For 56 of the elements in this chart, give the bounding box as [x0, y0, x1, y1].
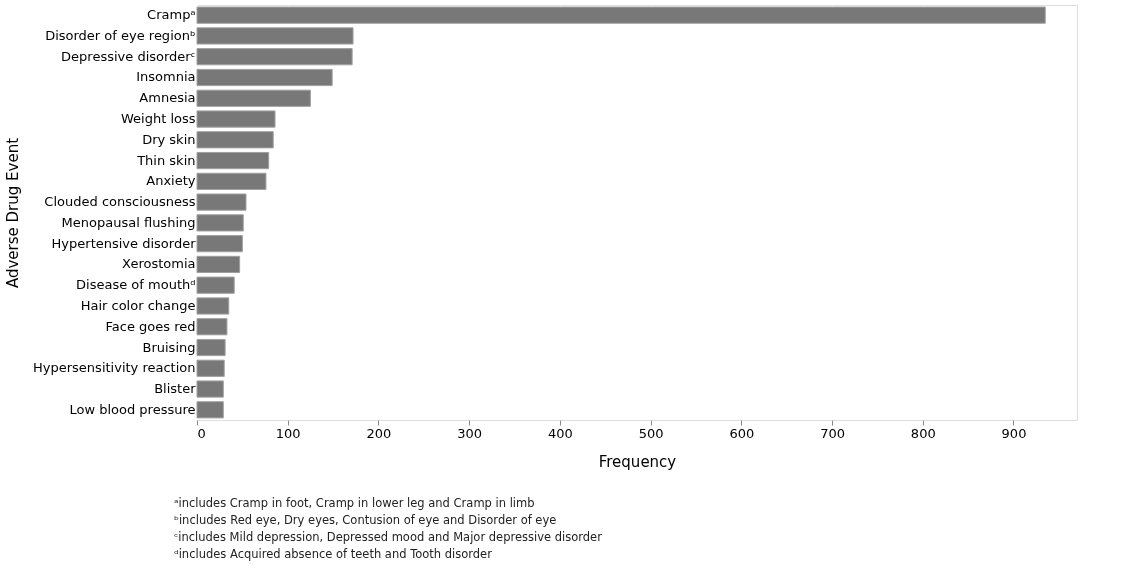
bar — [196, 89, 311, 107]
bar — [196, 235, 243, 253]
x-tick-label: 0 — [197, 425, 206, 441]
x-tick-label: 100 — [275, 425, 301, 441]
y-tick-label: Amnesia — [139, 90, 196, 106]
y-tick-label: Crampᵃ — [147, 7, 196, 23]
x-tick-label: 600 — [729, 425, 755, 441]
x-axis-title: Frequency — [598, 452, 677, 471]
bar — [196, 27, 354, 45]
y-tick-label: Hypertensive disorder — [51, 235, 197, 251]
bar — [196, 172, 267, 190]
x-tick-label: 500 — [638, 425, 664, 441]
y-tick-label: Hypersensitivity reaction — [33, 360, 196, 376]
y-tick-label: Disease of mouthᵈ — [76, 277, 196, 293]
y-tick-label: Insomnia — [136, 69, 196, 85]
bar — [196, 6, 1046, 24]
x-tick-label: 300 — [457, 425, 483, 441]
y-tick-label: Hair color change — [80, 297, 196, 313]
bar — [196, 318, 228, 336]
x-tick-label: 200 — [366, 425, 392, 441]
x-tick-label: 400 — [547, 425, 573, 441]
y-tick-label: Bruising — [142, 339, 196, 355]
y-tick-label: Anxiety — [146, 173, 196, 189]
bar — [196, 338, 226, 357]
bar — [196, 297, 230, 315]
text: ᵈincludes Acquired absence of teeth and Tooth disorder — [174, 547, 493, 561]
bar — [196, 110, 276, 128]
y-tick-label: Dry skin — [142, 131, 196, 147]
y-tick-label: Weight loss — [120, 111, 196, 127]
bar — [196, 68, 333, 87]
y-tick-label: Face goes red — [105, 318, 196, 334]
y-tick-label: Clouded consciousness — [44, 194, 196, 210]
y-tick-label: Xerostomia — [122, 256, 196, 272]
bar — [196, 48, 353, 66]
x-tick-label: 900 — [1001, 425, 1027, 441]
bar — [196, 276, 235, 294]
y-tick-label: Menopausal flushing — [61, 214, 196, 230]
x-tick-label: 700 — [820, 425, 845, 441]
text: ᵇincludes Red eye, Dry eyes, Contusion of eye and Disorder of eye — [174, 513, 557, 527]
y-tick-label: Disorder of eye regionᵇ — [45, 27, 196, 43]
text: ᶜincludes Mild depression, Depressed mood and Major depressive disorder — [174, 530, 603, 544]
y-tick-label: Low blood pressure — [69, 401, 196, 417]
bar — [196, 255, 241, 274]
bar — [196, 359, 225, 377]
bar — [196, 401, 224, 419]
y-axis-title: Adverse Drug Event — [4, 137, 23, 289]
y-tick-label: Blister — [154, 381, 197, 397]
y-tick-label: Depressive disorderᶜ — [61, 48, 196, 64]
y-tick-label: Thin skin — [136, 152, 196, 168]
bar — [196, 151, 270, 170]
bar — [196, 214, 244, 232]
text: ᵃincludes Cramp in foot, Cramp in lower leg and Cramp in limb — [174, 496, 535, 510]
x-tick-label: 800 — [910, 425, 936, 441]
bar — [196, 131, 274, 149]
bar — [196, 193, 247, 211]
bar — [196, 380, 224, 398]
